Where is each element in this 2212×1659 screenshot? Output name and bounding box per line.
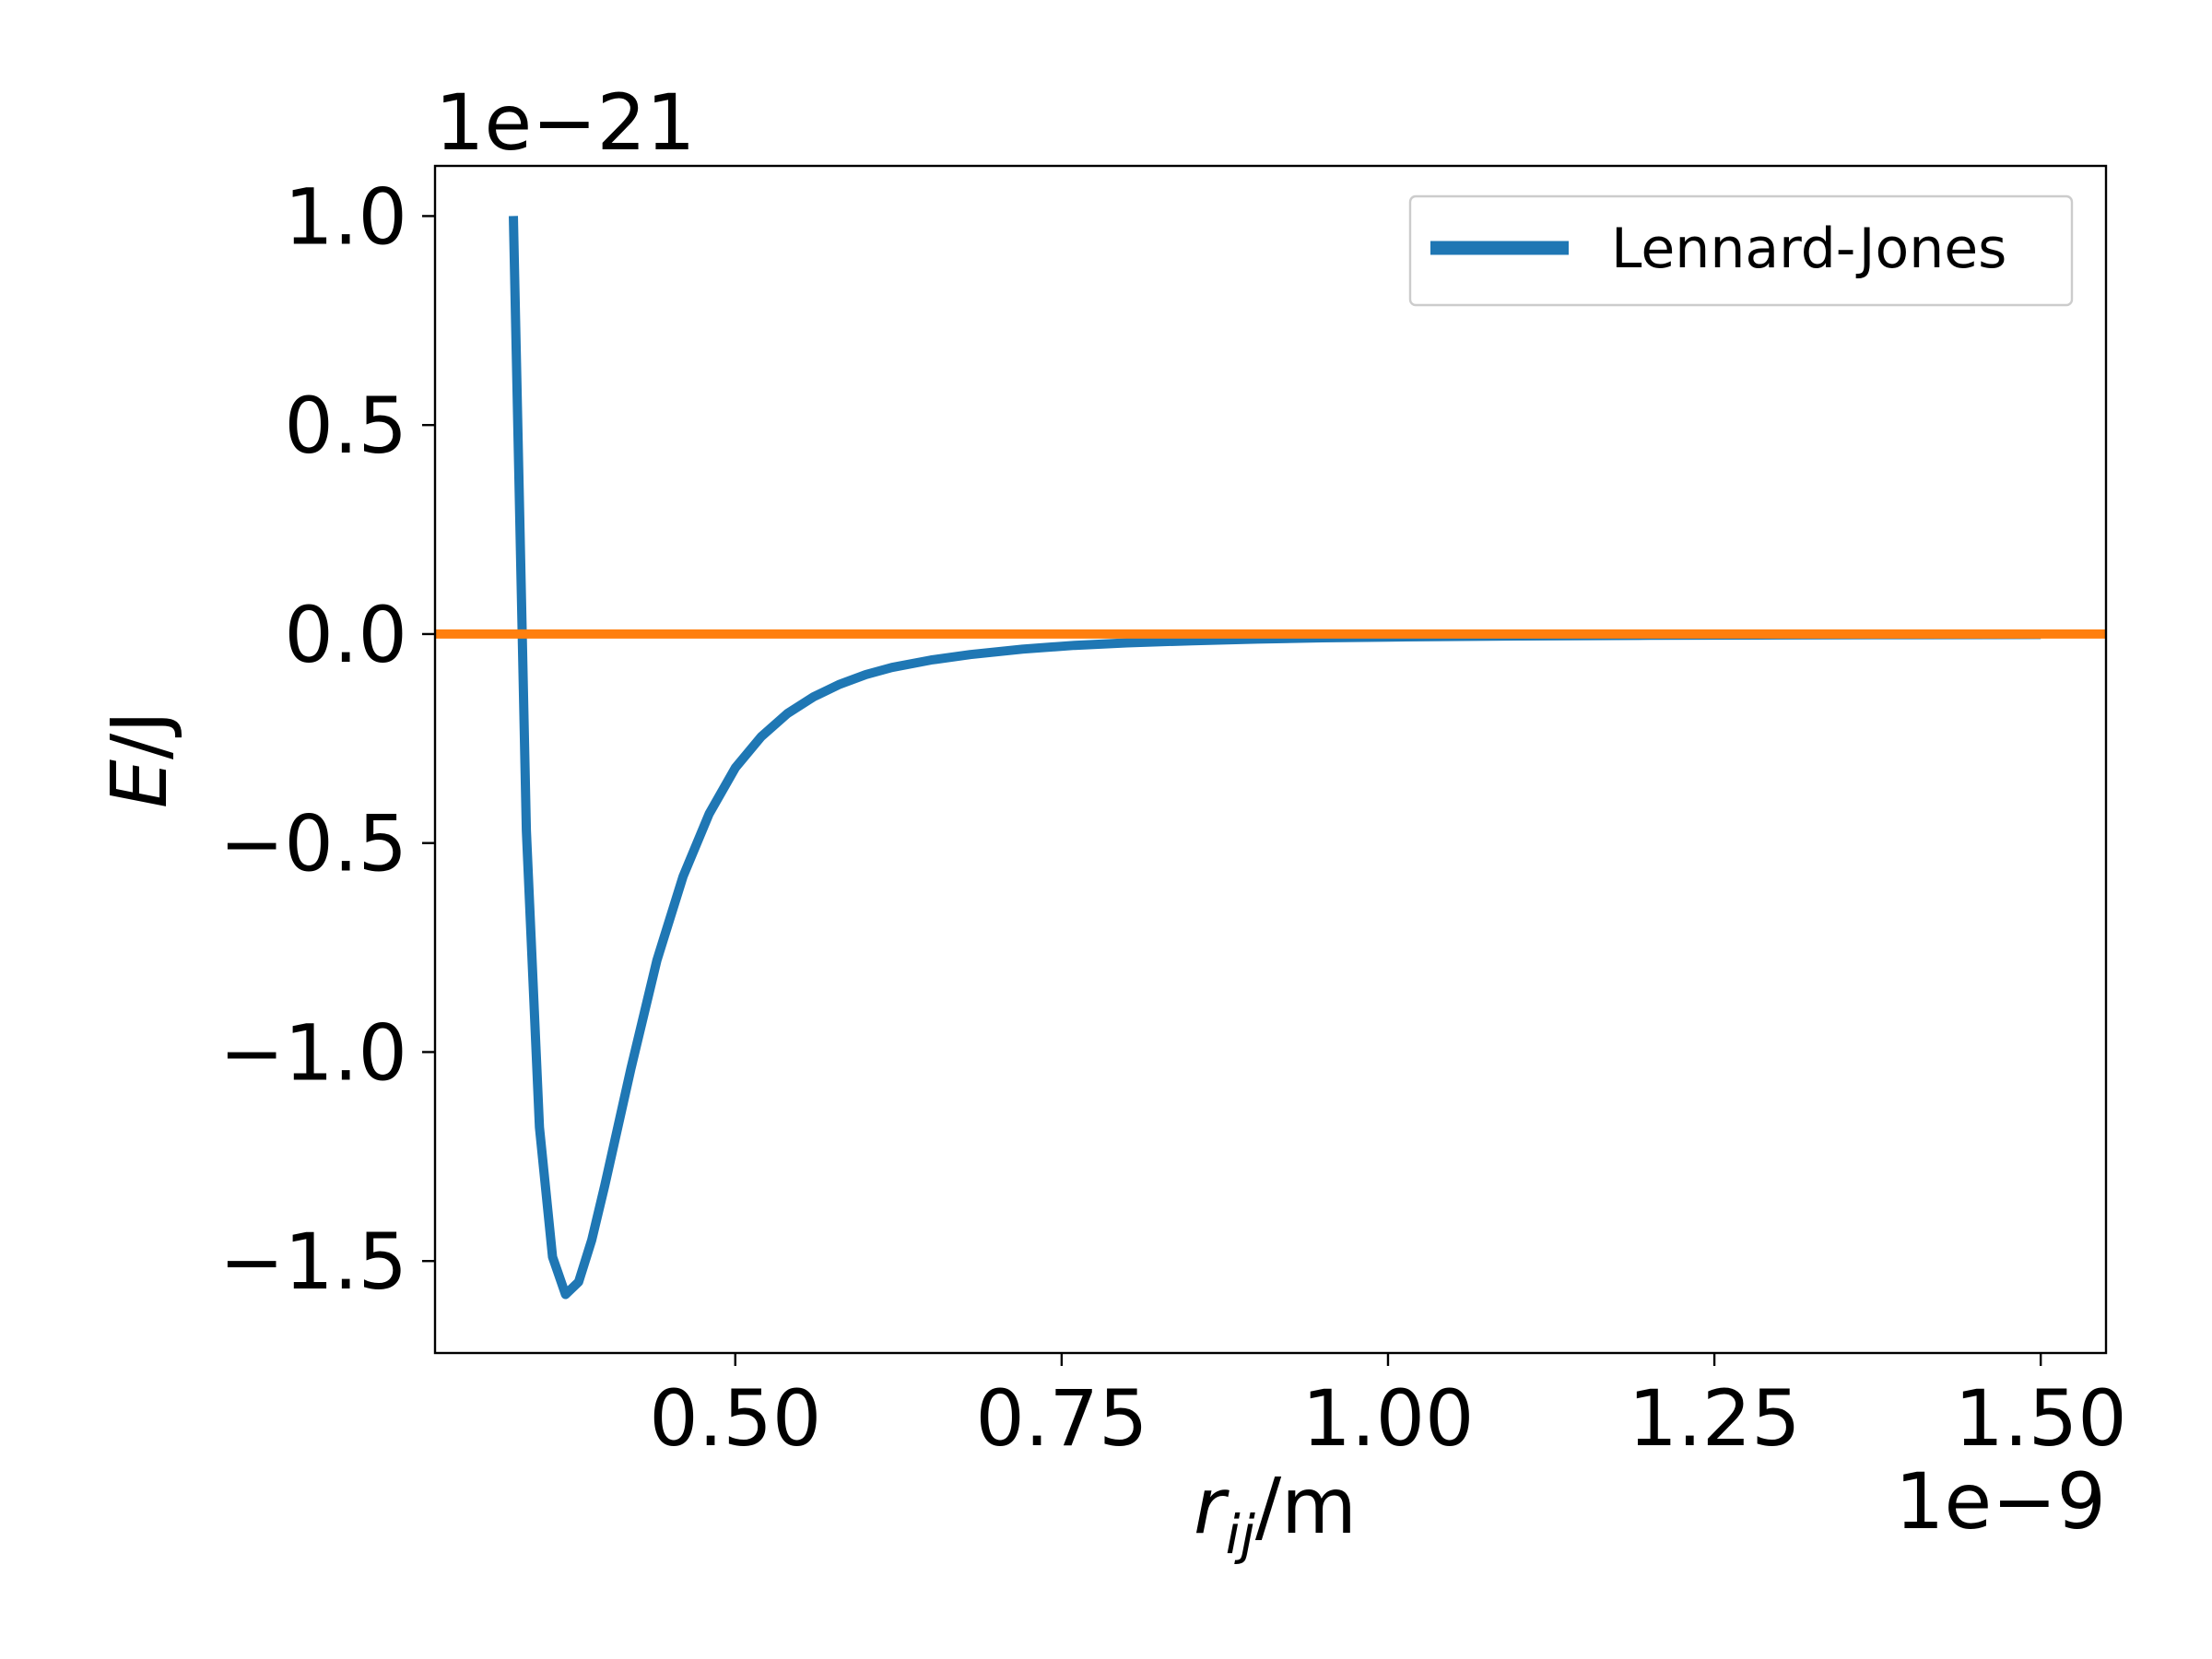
x-tick-label: 0.50 (649, 1373, 821, 1464)
x-axis-ticks: 0.50 0.75 1.00 1.25 1.50 (649, 1353, 2127, 1464)
x-axis-label-variable: r (1194, 1461, 1230, 1551)
legend-box (1408, 194, 2074, 307)
y-axis-ticks: 1.0 0.5 0.0 −0.5 −1.0 −1.5 (219, 171, 435, 1307)
y-tick-label: −0.5 (219, 799, 407, 889)
x-tick-label: 1.25 (1629, 1373, 1801, 1464)
x-axis-label: rij/m (1194, 1461, 1357, 1566)
y-axis-label-unit: /J (94, 711, 184, 759)
legend-label-lennard-jones: Lennard-Jones (1611, 217, 2006, 281)
y-tick-label: −1.0 (219, 1007, 407, 1098)
axes-frame (433, 164, 2108, 1355)
legend: Lennard-Jones (1408, 194, 2074, 307)
x-axis-label-subscript: ij (1226, 1503, 1256, 1566)
x-tick-label: 1.50 (1955, 1373, 2127, 1464)
y-tick-label: 0.5 (284, 381, 407, 471)
x-axis-label-unit: /m (1255, 1461, 1357, 1551)
y-tick-label: −1.5 (219, 1217, 407, 1307)
y-tick-label: 1.0 (284, 171, 407, 262)
y-axis-label-variable: E (94, 759, 184, 808)
x-offset-label: 1e−9 (1895, 1456, 2106, 1547)
y-offset-label: 1e−21 (435, 77, 695, 168)
y-axis-label: E/J (94, 711, 184, 808)
y-tick-label: 0.0 (284, 590, 407, 680)
plot-area (433, 164, 2108, 1355)
x-tick-label: 1.00 (1301, 1373, 1474, 1464)
x-tick-label: 0.75 (975, 1373, 1147, 1464)
series-layer (435, 216, 2106, 1300)
